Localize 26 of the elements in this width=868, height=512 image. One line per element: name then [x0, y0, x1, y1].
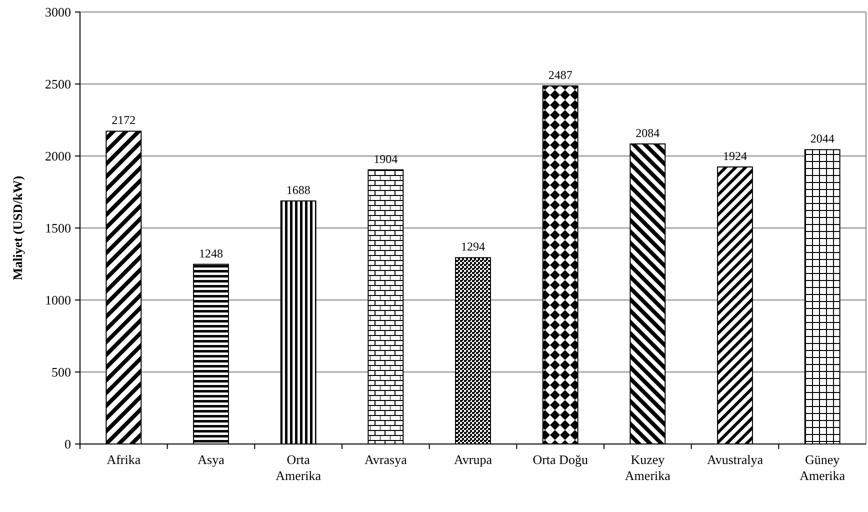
data-label: 1294: [461, 240, 485, 254]
y-axis-title: Maliyet (USD/kW): [10, 176, 25, 280]
data-label: 1924: [723, 148, 747, 163]
data-label: 2487: [548, 68, 572, 82]
y-tick-label: 2500: [45, 76, 71, 92]
y-tick-label: 3000: [45, 4, 71, 20]
data-label: 1904: [374, 152, 398, 166]
y-tick-label: 1000: [45, 292, 71, 308]
y-tick-label: 0: [64, 436, 71, 452]
y-tick-label: 500: [52, 364, 71, 380]
x-tick-label: Orta Amerika: [276, 452, 322, 483]
x-tick-label: Kuzey Amerika: [624, 452, 671, 483]
x-tick-label: Orta Doğu: [532, 452, 588, 467]
x-tick-label: Afrika: [106, 452, 141, 467]
data-label: 2172: [112, 113, 136, 128]
y-tick-label: 1500: [45, 220, 71, 236]
data-label: 1688: [286, 182, 310, 197]
data-label: 2084: [636, 126, 660, 140]
data-label: 1248: [199, 246, 223, 260]
y-tick-label: 2000: [45, 148, 71, 164]
data-label: 2044: [810, 132, 834, 146]
x-tick-label: Avrasya: [364, 452, 408, 467]
x-tick-label: Avrupa: [454, 452, 492, 467]
x-tick-label: Güney Amerika: [800, 452, 846, 483]
x-tick-label: Avustralya: [706, 452, 764, 467]
x-tick-label: Asya: [198, 452, 225, 467]
